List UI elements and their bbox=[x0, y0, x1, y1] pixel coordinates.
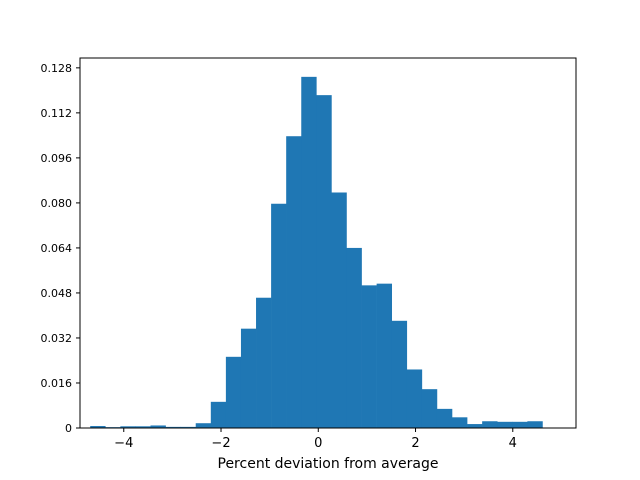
histogram-bar bbox=[301, 76, 317, 428]
histogram-bar bbox=[165, 426, 181, 428]
y-tick-label: 0.112 bbox=[41, 107, 73, 120]
histogram-bar bbox=[346, 247, 362, 428]
y-tick-label: 0.096 bbox=[41, 152, 73, 165]
histogram-bar bbox=[467, 424, 483, 428]
histogram-bar bbox=[512, 421, 528, 428]
x-tick-label: 0 bbox=[314, 436, 322, 451]
histogram-bar bbox=[225, 356, 242, 428]
y-tick-label: 0.016 bbox=[41, 377, 73, 390]
axes-frame bbox=[79, 57, 577, 429]
histogram-bar bbox=[421, 389, 438, 428]
histogram-bar bbox=[527, 421, 543, 428]
histogram-bar bbox=[361, 285, 377, 428]
x-axis-ticks: −4 −2 0 2 4 bbox=[114, 428, 517, 451]
histogram-bar bbox=[286, 136, 302, 429]
x-axis-label: Percent deviation from average bbox=[218, 456, 439, 472]
histogram-bar bbox=[436, 408, 453, 428]
x-tick-label: 2 bbox=[411, 436, 419, 451]
x-tick-label: −4 bbox=[114, 436, 133, 451]
y-tick-label: 0.128 bbox=[41, 62, 73, 75]
histogram-bar bbox=[482, 421, 498, 428]
histogram-bar bbox=[391, 320, 408, 428]
histogram-bar bbox=[120, 426, 136, 428]
histogram-bar bbox=[271, 203, 287, 428]
histogram-bar bbox=[240, 328, 257, 428]
histogram-bar bbox=[210, 401, 227, 428]
y-axis-ticks: 0 0.016 0.032 0.048 0.064 0.080 0.096 0.112 0.12… bbox=[41, 62, 80, 435]
histogram-bar bbox=[90, 426, 106, 428]
histogram-bar bbox=[135, 426, 151, 428]
histogram-bar bbox=[376, 283, 393, 428]
y-tick-label: 0.064 bbox=[41, 242, 73, 255]
y-tick-label: 0.048 bbox=[41, 287, 73, 300]
y-tick-label: 0.032 bbox=[41, 332, 73, 345]
histogram-bar bbox=[316, 95, 332, 428]
x-tick-label: 4 bbox=[509, 436, 517, 451]
histogram-bar bbox=[256, 297, 272, 428]
y-tick-label: 0 bbox=[65, 422, 72, 435]
bars-layer bbox=[90, 76, 543, 429]
histogram-bar bbox=[331, 192, 347, 428]
histogram-bar bbox=[452, 417, 468, 428]
histogram-bar bbox=[180, 426, 197, 428]
y-tick-label: 0.080 bbox=[41, 197, 73, 210]
x-tick-label: −2 bbox=[211, 436, 230, 451]
histogram-bar bbox=[150, 425, 166, 428]
histogram-bar bbox=[195, 423, 212, 428]
histogram-bar bbox=[406, 369, 423, 428]
histogram-bar bbox=[497, 421, 513, 428]
